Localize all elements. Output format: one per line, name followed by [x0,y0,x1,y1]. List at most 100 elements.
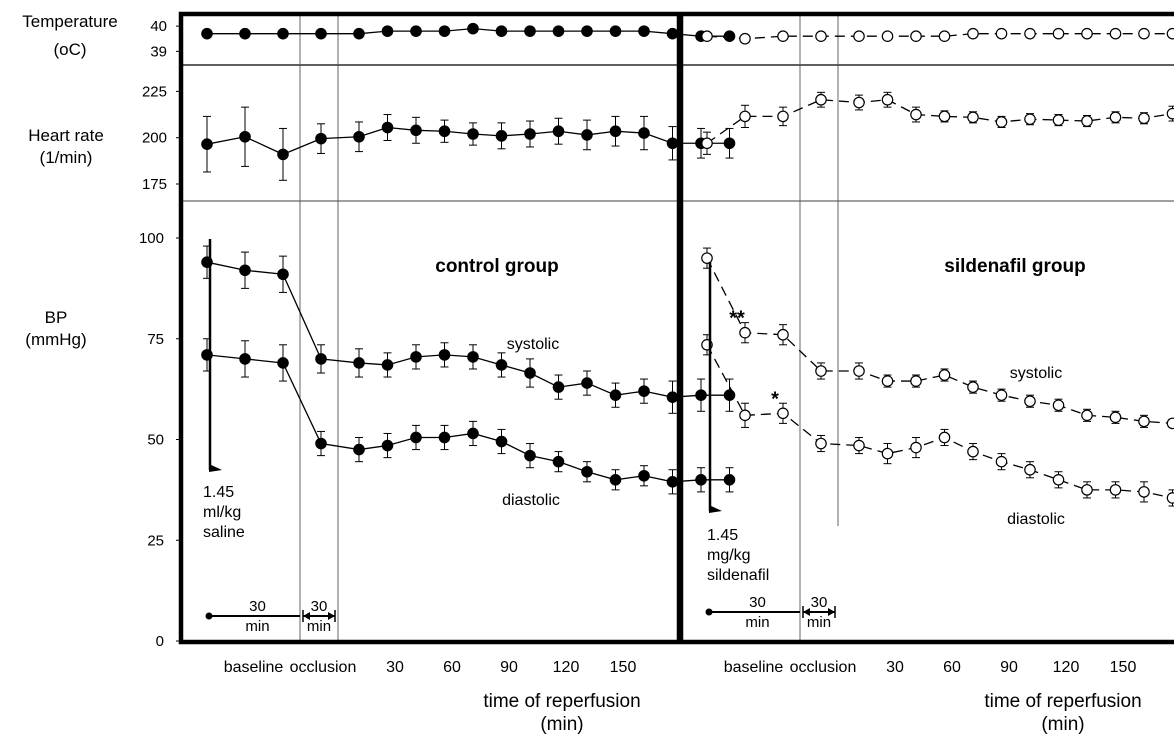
x-tick-label: 120 [1053,659,1080,676]
diastolic-point [815,437,827,450]
diastolic-point [609,473,622,486]
temperature-point [995,27,1008,40]
systolic-point [1052,399,1065,412]
heart-rate-point [881,93,894,106]
temperature-point [881,30,894,43]
dose-label: ml/kg [203,504,241,521]
dose-label: sildenafil [707,567,769,584]
systolic-point [739,326,751,339]
temperature-point [201,27,213,40]
systolic-point [381,359,394,371]
temperature-point [938,30,951,43]
occlusion-arrow-head [328,612,335,620]
heart-rate-point [524,128,536,140]
temperature-tick-label: 40 [150,18,167,35]
diastolic-point [695,473,707,486]
diastolic-line [206,354,730,483]
temperature-point [701,30,713,43]
heart-rate-point [467,128,479,140]
injection-arrow-head [709,505,722,513]
diastolic-point [881,447,894,460]
diastolic-point [239,353,251,365]
systolic-point [410,351,422,363]
x-axis: 30 60 90 120 150 baseline occlusion time of rep… [224,659,1142,735]
systolic-label: systolic [507,336,559,353]
diastolic-line [706,344,1174,499]
baseline-label: baseline [724,659,784,676]
systolic-point [524,367,536,379]
diastolic-point [381,439,394,452]
temperature-tick-label: 39 [150,43,167,60]
significance-marker: ** [729,308,745,330]
systolic-line [706,257,1174,425]
occlusion-label: occlusion [290,659,357,676]
occlusion-interval-unit: min [307,618,331,635]
systolic-point [995,389,1008,401]
systolic-point [815,365,827,377]
dose-label: 1.45 [707,527,738,544]
systolic-point [467,351,479,363]
bp-tick-label: 25 [147,532,164,549]
temperature-point [666,27,679,40]
temperature-point [1166,27,1174,40]
diastolic-label: diastolic [1007,511,1065,528]
x-axis-unit: (min) [540,714,583,735]
temperature-point [910,30,922,43]
diastolic-point [666,476,679,488]
heart-rate-point [995,116,1008,128]
dose-label: mg/kg [707,547,751,564]
x-axis-unit: (min) [1041,714,1084,735]
control-group-panel: control group systolic diastolic 1.45 ml/kg s… [181,14,736,642]
diastolic-point [1081,484,1093,496]
baseline-interval-unit: min [245,618,269,635]
heart-rate-unit: (1/min) [40,148,93,167]
heart-rate-point [1166,107,1174,120]
temperature-point [777,30,789,43]
occlusion-interval-value: 30 [311,598,328,615]
heart-rate-point [1081,115,1093,127]
temperature-point [1024,27,1036,40]
heart-rate-tick-label: 200 [142,130,167,147]
y-axis-ticks: 40 39 225 200 175 100 75 50 25 0 [139,18,181,650]
temperature-point [1109,27,1122,40]
temperature-line [706,33,1174,40]
baseline-label: baseline [224,659,284,676]
temperature-point [524,25,536,37]
occlusion-arrow-head [803,608,810,616]
diastolic-point [353,443,365,456]
temperature-point [853,30,865,43]
heart-rate-point [381,121,394,134]
x-tick-label: 150 [1110,659,1137,676]
baseline-interval-value: 30 [749,594,766,611]
systolic-line [206,261,730,398]
diastolic-point [1109,484,1122,496]
diastolic-point [995,455,1008,468]
temperature-point [1052,27,1065,40]
heart-rate-point [495,130,508,142]
systolic-point [723,389,736,401]
heart-rate-label: Heart rate [28,126,104,145]
x-axis-title: time of reperfusion [984,691,1141,712]
systolic-point [1024,395,1036,408]
diastolic-point [853,439,865,452]
dose-label: saline [203,524,245,541]
diastolic-point [581,465,593,478]
heart-rate-point [938,110,951,123]
diastolic-point [495,435,508,448]
heart-rate-point [967,111,979,124]
x-tick-label: 90 [1000,659,1018,676]
systolic-point [1166,417,1174,430]
bp-tick-label: 50 [147,432,164,449]
temperature-point [239,27,251,40]
diastolic-point [524,449,536,462]
row-labels: Temperature (oC) Heart rate (1/min) BP (mmHg) [22,12,117,349]
systolic-point [609,389,622,401]
systolic-point [881,375,894,387]
systolic-point [910,375,922,387]
diastolic-point [438,431,451,444]
injection-arrow-head [209,464,222,472]
systolic-point [967,381,979,393]
baseline-interval-unit: min [745,614,769,631]
heart-rate-point [1138,112,1150,125]
